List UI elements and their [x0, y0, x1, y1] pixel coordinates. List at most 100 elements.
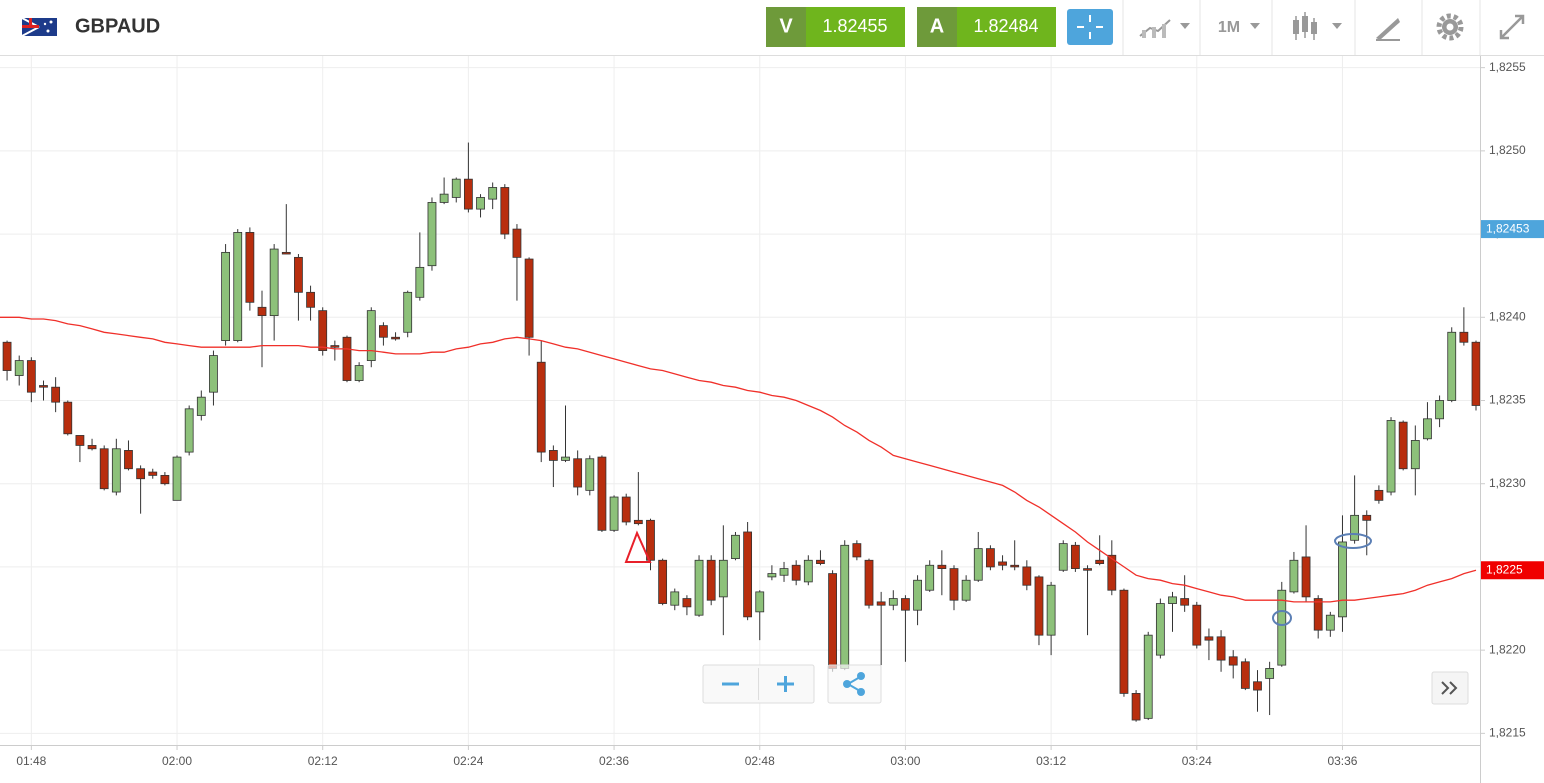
buy-label: A: [930, 15, 944, 37]
candle-body: [330, 345, 340, 348]
candle-body: [1313, 598, 1323, 631]
y-tick-label: 1,8250: [1489, 143, 1526, 157]
candle-body: [1095, 559, 1105, 564]
price-label-box: [1481, 220, 1544, 239]
crosshair-button[interactable]: [1067, 9, 1113, 45]
y-tick-label: 1,8255: [1489, 60, 1526, 74]
candle-body: [2, 341, 12, 371]
candle-body: [1350, 514, 1360, 541]
fullscreen-button[interactable]: [1499, 14, 1525, 40]
candle-body: [1362, 514, 1372, 521]
sell-button[interactable]: V 1.82455: [766, 7, 905, 47]
buy-button[interactable]: A 1.82484: [917, 7, 1056, 47]
candle-body: [524, 258, 534, 338]
chart-type-button[interactable]: [1139, 19, 1190, 38]
candle-body: [342, 336, 352, 381]
candle-body: [1289, 559, 1299, 593]
price-label: 1,8225: [1486, 562, 1523, 576]
share-button[interactable]: [827, 664, 882, 704]
scroll-right-button[interactable]: [1431, 671, 1469, 705]
candle-body: [961, 579, 971, 601]
y-tick-label: 1,8240: [1489, 309, 1526, 323]
candle-body: [1253, 681, 1262, 691]
candle-style-button[interactable]: [1293, 12, 1342, 40]
drawing-tools-button[interactable]: [1376, 18, 1400, 41]
candle-body: [646, 519, 655, 561]
candle-body: [257, 306, 267, 317]
candle-body: [476, 197, 485, 210]
x-tick-label: 02:00: [162, 754, 192, 768]
candle-body: [1155, 603, 1165, 656]
candle-body: [828, 573, 837, 669]
candle-body: [1386, 420, 1396, 493]
order-marker: [1272, 610, 1292, 626]
candle-body: [415, 266, 425, 298]
candle-body: [1107, 554, 1117, 591]
candle-body: [318, 310, 328, 351]
sell-price: 1.82455: [822, 16, 887, 36]
candle-body: [573, 458, 583, 488]
candle-body: [913, 579, 922, 611]
candle-body: [281, 251, 291, 255]
candle-body: [512, 228, 522, 258]
candle-body: [1058, 543, 1068, 571]
settings-button[interactable]: [1436, 13, 1464, 41]
candle-body: [184, 408, 194, 453]
candle-body: [488, 187, 498, 200]
candle-body: [876, 601, 886, 606]
candle-body: [658, 559, 668, 604]
candle-body: [864, 559, 874, 606]
candle-body: [1034, 576, 1044, 636]
candle-body: [269, 248, 279, 317]
candle-body: [1168, 596, 1177, 604]
candle-body: [1374, 489, 1384, 501]
x-tick-label: 02:24: [453, 754, 483, 768]
candle-body: [706, 559, 716, 601]
candle-body: [99, 448, 109, 490]
y-tick-label: 1,8235: [1489, 393, 1526, 407]
candle-body: [767, 573, 777, 578]
candle-body: [621, 496, 631, 523]
y-tick-label: 1,8220: [1489, 642, 1526, 656]
candle-body: [63, 401, 73, 435]
candle-body: [463, 178, 473, 210]
candle-body: [233, 232, 243, 341]
buy-price: 1.82484: [973, 16, 1038, 36]
price-label: 1,82453: [1486, 221, 1530, 235]
timeframe-button[interactable]: 1M: [1218, 19, 1260, 36]
moving-average-line: [0, 316, 1477, 603]
candle-body: [1083, 568, 1092, 571]
candle-body: [937, 564, 947, 569]
candle-body: [306, 291, 315, 308]
candle-body: [1216, 636, 1226, 661]
candle-body: [1022, 566, 1032, 586]
candle-body: [379, 325, 388, 338]
candle-body: [366, 310, 376, 361]
candle-body: [439, 193, 449, 203]
candle-body: [1070, 544, 1080, 569]
candle-body: [755, 591, 765, 613]
candle-body: [901, 598, 910, 611]
candle-body: [209, 355, 218, 393]
candle-body: [75, 435, 85, 446]
candle-body: [221, 251, 230, 341]
candle-body: [1228, 656, 1238, 666]
candle-body: [852, 543, 862, 558]
symbol: GBPAUD: [75, 15, 160, 37]
candle-body: [973, 548, 983, 581]
candle-body: [791, 564, 801, 581]
candle-body: [694, 559, 704, 616]
candle-body: [245, 232, 255, 303]
candle-body: [403, 291, 413, 333]
x-tick-label: 03:12: [1036, 754, 1066, 768]
candle-body: [1471, 341, 1481, 406]
x-tick-label: 01:48: [16, 754, 46, 768]
candle-body: [1398, 421, 1408, 470]
candle-body: [196, 396, 206, 416]
x-tick-label: 03:36: [1327, 754, 1357, 768]
candle-body: [1435, 400, 1444, 420]
zoom-in[interactable]: [777, 676, 794, 692]
grid: [0, 56, 1480, 745]
candle-body: [1301, 556, 1311, 598]
